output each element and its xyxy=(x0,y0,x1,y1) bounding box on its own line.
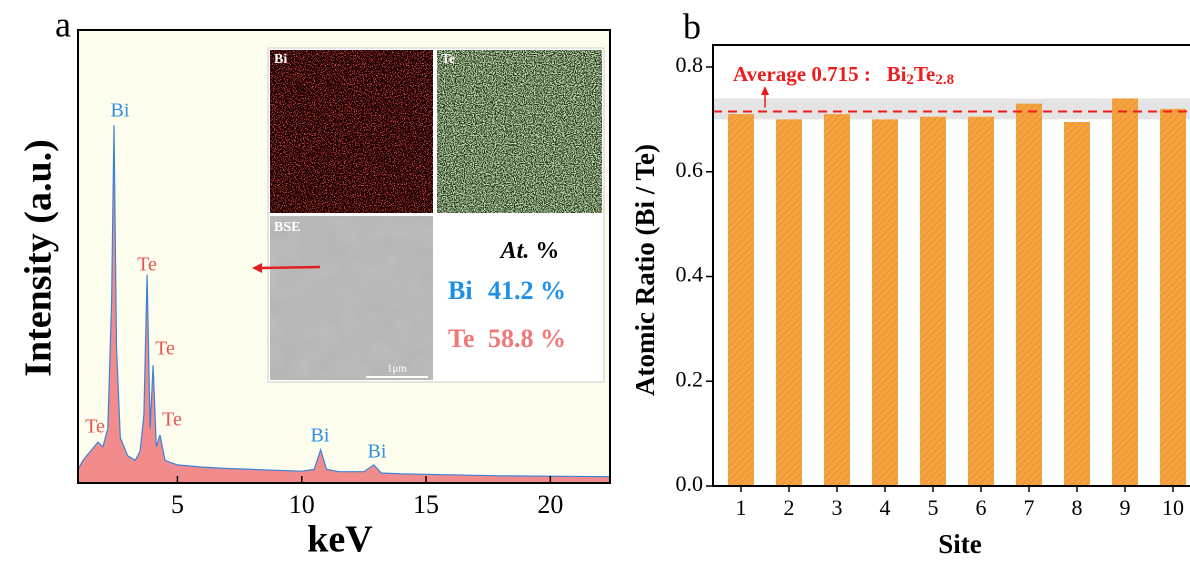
bar-hatch xyxy=(968,117,994,486)
atomic-percent: 41.2 % xyxy=(488,276,566,305)
x-tick-label: 9 xyxy=(1120,495,1131,520)
map-bi xyxy=(270,50,433,213)
arrow xyxy=(260,267,320,268)
x-tick-label: 1 xyxy=(736,495,747,520)
scale-bar-label: 1μm xyxy=(387,363,407,375)
element-label: Te xyxy=(448,324,475,353)
x-tick-label: 4 xyxy=(880,495,891,520)
x-tick-label: 5 xyxy=(928,495,939,520)
x-axis-label: keV xyxy=(307,519,373,561)
peak-label: Te xyxy=(85,416,105,438)
element-label: Bi xyxy=(448,276,473,305)
bar-hatch xyxy=(872,119,898,486)
formula-part: 2.8 xyxy=(935,72,954,88)
table-title: At. % xyxy=(499,238,560,264)
y-tick-label: 0.8 xyxy=(676,52,704,77)
atomic-percent: 58.8 % xyxy=(488,324,566,353)
map-label: Bi xyxy=(274,52,287,67)
map-bse xyxy=(270,216,433,380)
bar-hatch xyxy=(1112,98,1138,486)
bar-hatch xyxy=(728,114,754,486)
panel-a: 5 10 15 20 keV Intensity (a.u.) a Bi Te Te Te Te Bi B… xyxy=(18,4,610,560)
x-tick-label: 15 xyxy=(413,490,439,519)
table-title-part: % xyxy=(535,238,559,264)
peak-label: Te xyxy=(162,409,182,431)
y-axis-label: Atomic Ratio (Bi / Te) xyxy=(630,144,660,396)
formula-part: 2 xyxy=(906,72,914,88)
peak-label: Bi xyxy=(111,100,130,122)
panel-letter: b xyxy=(683,6,701,46)
peak-label: Te xyxy=(155,338,175,360)
average-annotation: Average 0.715 : Bi2Te2.8 xyxy=(733,62,954,89)
y-tick-label: 0.0 xyxy=(676,471,704,496)
map-label: BSE xyxy=(274,220,300,235)
map-label: Te xyxy=(441,52,455,67)
bar-hatch xyxy=(1160,109,1186,486)
x-tick-label: 8 xyxy=(1072,495,1083,520)
formula-part: Te xyxy=(914,62,935,86)
x-tick-label: 10 xyxy=(289,490,315,519)
x-tick-label: 2 xyxy=(784,495,795,520)
y-tick-label: 0.6 xyxy=(676,157,704,182)
x-axis-label: Site xyxy=(938,529,982,559)
y-tick-label: 0.4 xyxy=(676,262,704,287)
table-title-part: At. xyxy=(499,238,530,264)
peak-label: Te xyxy=(137,254,157,276)
x-tick-label: 3 xyxy=(832,495,843,520)
x-tick-label: 6 xyxy=(976,495,987,520)
x-tick-label: 20 xyxy=(537,490,563,519)
average-label: Average 0.715 : xyxy=(733,62,871,86)
bar-hatch xyxy=(776,119,802,486)
x-tick-label: 5 xyxy=(171,490,184,519)
peak-label: Bi xyxy=(368,441,387,463)
panel-b: 1 2 3 4 5 6 7 8 9 10 0.0 0.2 0.4 0.6 0.8 Average 0.715 … xyxy=(630,6,1190,559)
bar-hatch xyxy=(1064,122,1090,486)
peak-label: Bi xyxy=(311,425,330,447)
y-tick-label: 0.2 xyxy=(676,366,704,391)
x-tick-label: 10 xyxy=(1162,495,1184,520)
panel-letter: a xyxy=(55,4,71,44)
bar-hatch xyxy=(1016,104,1042,486)
formula-part: Bi xyxy=(887,62,907,86)
map-te xyxy=(437,50,602,213)
bar-hatch xyxy=(920,117,946,486)
figure: 5101520keVIntensity (a.u.)aBiTeTeTeTeBiB… xyxy=(0,0,1190,567)
x-tick-label: 7 xyxy=(1024,495,1035,520)
bar-hatch xyxy=(824,114,850,486)
average-arrow-head xyxy=(761,86,769,95)
y-axis-label: Intensity (a.u.) xyxy=(18,139,60,377)
